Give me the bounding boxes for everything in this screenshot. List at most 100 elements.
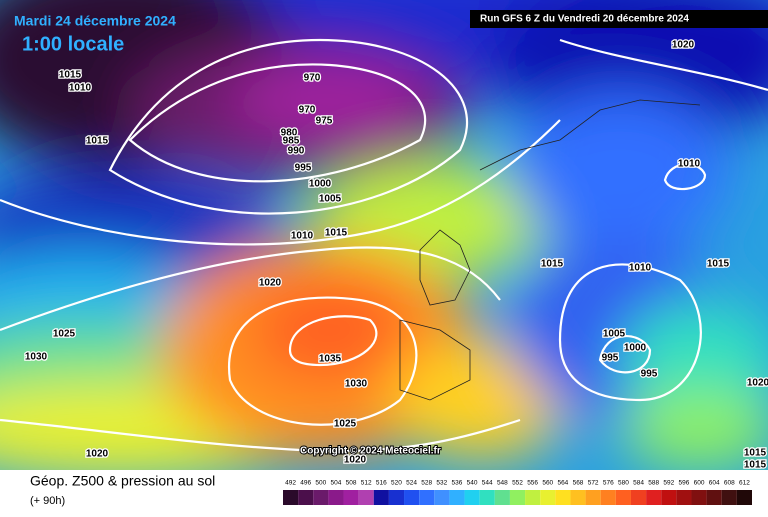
scale-label: 548 bbox=[497, 480, 508, 487]
isobar-label: 1030 bbox=[25, 352, 48, 363]
scale-swatch bbox=[555, 490, 571, 505]
field bbox=[0, 0, 768, 470]
isobar-label: 1020 bbox=[86, 449, 109, 460]
scale-label: 516 bbox=[376, 480, 387, 487]
scale-label: 524 bbox=[406, 480, 417, 487]
isobar-label: 990 bbox=[288, 146, 305, 157]
scale-label: 560 bbox=[542, 480, 553, 487]
scale-swatch bbox=[706, 490, 722, 505]
isobar-label: 1020 bbox=[344, 455, 367, 466]
footer-title: Géop. Z500 & pression au sol bbox=[30, 473, 215, 489]
scale-swatch bbox=[540, 490, 556, 505]
scale-label: 588 bbox=[648, 480, 659, 487]
isobar-label: 975 bbox=[316, 116, 333, 127]
scale-label: 492 bbox=[285, 480, 296, 487]
scale-label: 608 bbox=[724, 480, 735, 487]
isobar-label: 1025 bbox=[334, 419, 357, 430]
isobar-label: 1020 bbox=[259, 278, 282, 289]
scale-swatch bbox=[419, 490, 435, 505]
scale-label: 564 bbox=[557, 480, 568, 487]
scale-label: 596 bbox=[678, 480, 689, 487]
scale-swatch bbox=[630, 490, 647, 505]
scale-label: 612 bbox=[739, 480, 750, 487]
isobar-label: 1010 bbox=[291, 231, 314, 242]
scale-swatch bbox=[691, 490, 707, 505]
isobar-label: 1020 bbox=[747, 378, 768, 389]
isobar-label: 1030 bbox=[345, 379, 368, 390]
isobar-label: 1005 bbox=[319, 194, 342, 205]
scale-label: 584 bbox=[633, 480, 644, 487]
scale-label: 580 bbox=[618, 480, 629, 487]
isobar-label: 1015 bbox=[707, 259, 730, 270]
scale-swatch bbox=[388, 490, 405, 505]
scale-swatch bbox=[404, 490, 420, 505]
coastlines bbox=[399, 99, 701, 401]
scale-swatch bbox=[449, 490, 465, 505]
run-box bbox=[470, 10, 768, 28]
isobar-label: 1015 bbox=[744, 460, 767, 471]
isobar-label: 1020 bbox=[672, 40, 695, 51]
scale-label: 540 bbox=[467, 480, 478, 487]
scale-label: 512 bbox=[361, 480, 372, 487]
scale-swatch bbox=[509, 490, 526, 505]
isobar-label: 1025 bbox=[53, 329, 76, 340]
scale-label: 500 bbox=[315, 480, 326, 487]
isobar-label: 985 bbox=[283, 136, 300, 147]
scale-swatch bbox=[585, 490, 601, 505]
isobar-label: 1015 bbox=[744, 448, 767, 459]
run-info: Run GFS 6 Z du Vendredi 20 décembre 2024 bbox=[480, 14, 689, 25]
scale-label: 536 bbox=[452, 480, 463, 487]
scale-label: 504 bbox=[331, 480, 342, 487]
scale-swatch bbox=[646, 490, 662, 505]
footer-lead: (+ 90h) bbox=[30, 495, 65, 507]
scale: 492 496 500 504 508 512 516 520 524 528 532 536 540 5… bbox=[283, 480, 752, 505]
scale-label: 508 bbox=[346, 480, 357, 487]
copyright: Copyright © 2024 Meteociel.fr bbox=[300, 446, 441, 457]
isobar-label: 1015 bbox=[59, 70, 82, 81]
isobar-label: 995 bbox=[295, 163, 312, 174]
date: Mardi 24 décembre 2024 bbox=[14, 13, 176, 29]
scale-swatch bbox=[600, 490, 616, 505]
scale-label: 604 bbox=[709, 480, 720, 487]
scale-label: 592 bbox=[663, 480, 674, 487]
scale-swatch bbox=[298, 490, 314, 505]
scale-label: 528 bbox=[421, 480, 432, 487]
scale-swatch bbox=[464, 490, 480, 505]
isobar-label: 1000 bbox=[309, 179, 332, 190]
scale-label: 568 bbox=[573, 480, 584, 487]
isobar-label: 1035 bbox=[319, 354, 342, 365]
isobar-labels: 1015101010159709709759809859909951000100… bbox=[24, 38, 768, 472]
isobar-label: 1010 bbox=[629, 263, 652, 274]
scale-swatch bbox=[661, 490, 677, 505]
time: 1:00 locale bbox=[22, 33, 124, 55]
isobar-label: 995 bbox=[602, 353, 619, 364]
scale-label: 532 bbox=[436, 480, 447, 487]
scale-swatch bbox=[494, 490, 510, 505]
scale-swatch bbox=[736, 490, 752, 505]
isobar-label: 970 bbox=[304, 73, 321, 84]
scale-swatch bbox=[434, 490, 450, 505]
scale-swatch bbox=[358, 490, 374, 505]
scale-label: 556 bbox=[527, 480, 538, 487]
scale-swatch bbox=[283, 490, 299, 505]
isobar-label: 995 bbox=[641, 369, 658, 380]
isobar-label: 1010 bbox=[69, 83, 92, 94]
isobar-label: 970 bbox=[299, 105, 316, 116]
isobar-label: 1015 bbox=[325, 228, 348, 239]
scale-swatch bbox=[328, 490, 344, 505]
scale-label: 520 bbox=[391, 480, 402, 487]
scale-swatch bbox=[721, 490, 737, 505]
isobar-label: 1015 bbox=[541, 259, 564, 270]
isobar-label: 1005 bbox=[603, 329, 626, 340]
isobar-label: 1015 bbox=[86, 136, 109, 147]
isobar-lines bbox=[0, 38, 768, 453]
scale-swatch bbox=[479, 490, 495, 505]
scale-swatch bbox=[525, 490, 541, 505]
scale-swatch bbox=[343, 490, 359, 505]
scale-swatch bbox=[570, 490, 586, 505]
scale-label: 572 bbox=[588, 480, 599, 487]
scale-label: 600 bbox=[694, 480, 705, 487]
isobar-label: 1010 bbox=[678, 159, 701, 170]
